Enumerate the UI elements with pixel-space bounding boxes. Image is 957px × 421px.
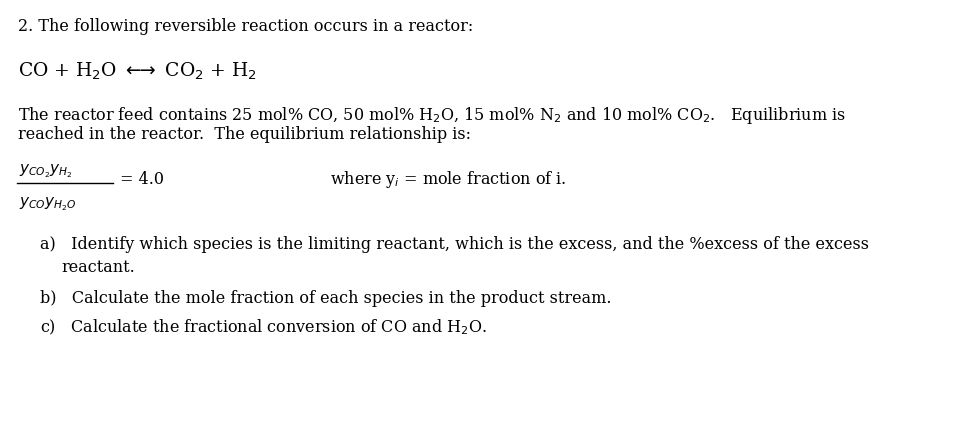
- Text: $y_{CO_2}y_{H_2}$: $y_{CO_2}y_{H_2}$: [19, 162, 73, 180]
- Text: reactant.: reactant.: [61, 259, 135, 276]
- Text: 2. The following reversible reaction occurs in a reactor:: 2. The following reversible reaction occ…: [18, 18, 474, 35]
- Text: a)   Identify which species is the limiting reactant, which is the excess, and t: a) Identify which species is the limitin…: [40, 236, 869, 253]
- Text: c)   Calculate the fractional conversion of CO and H$_2$O.: c) Calculate the fractional conversion o…: [40, 318, 487, 337]
- Text: $y_{CO}y_{H_2O}$: $y_{CO}y_{H_2O}$: [19, 196, 77, 213]
- Text: reached in the reactor.  The equilibrium relationship is:: reached in the reactor. The equilibrium …: [18, 126, 471, 143]
- Text: b)   Calculate the mole fraction of each species in the product stream.: b) Calculate the mole fraction of each s…: [40, 290, 612, 307]
- Text: where y$_i$ = mole fraction of i.: where y$_i$ = mole fraction of i.: [330, 169, 567, 190]
- Text: CO + H$_2$O $\leftarrow\!\!\!\rightarrow$ CO$_2$ + H$_2$: CO + H$_2$O $\leftarrow\!\!\!\rightarrow…: [18, 61, 257, 83]
- Text: = 4.0: = 4.0: [120, 171, 164, 188]
- Text: The reactor feed contains 25 mol% CO, 50 mol% H$_2$O, 15 mol% N$_2$ and 10 mol% : The reactor feed contains 25 mol% CO, 50…: [18, 105, 846, 126]
